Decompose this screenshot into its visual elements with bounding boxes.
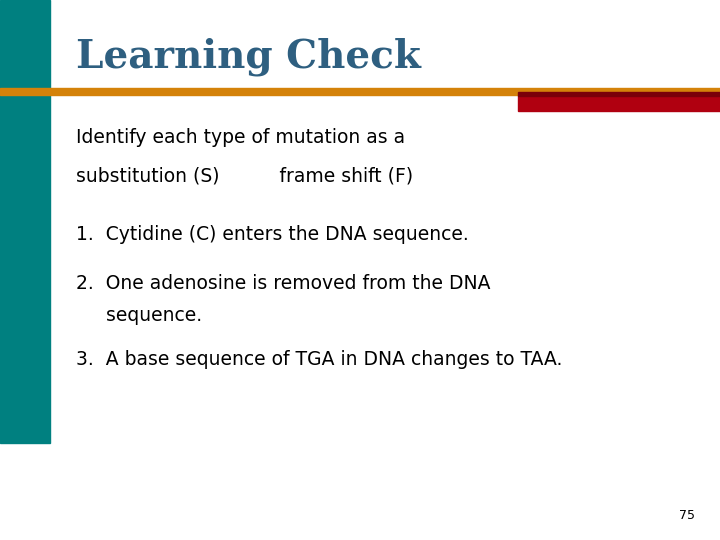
Bar [518,96,720,111]
Bar [518,92,720,96]
Text: 3.  A base sequence of TGA in DNA changes to TAA.: 3. A base sequence of TGA in DNA changes… [76,349,562,369]
Text: sequence.: sequence. [76,306,202,326]
Text: 75: 75 [679,509,695,522]
Bar [0,88,720,94]
Text: 1.  Cytidine (C) enters the DNA sequence.: 1. Cytidine (C) enters the DNA sequence. [76,225,468,245]
Text: Identify each type of mutation as a: Identify each type of mutation as a [76,128,405,147]
Text: substitution (S)          frame shift (F): substitution (S) frame shift (F) [76,166,413,185]
Text: 2.  One adenosine is removed from the DNA: 2. One adenosine is removed from the DNA [76,274,490,293]
Text: Learning Check: Learning Check [76,37,420,76]
Bar [0,0,50,443]
